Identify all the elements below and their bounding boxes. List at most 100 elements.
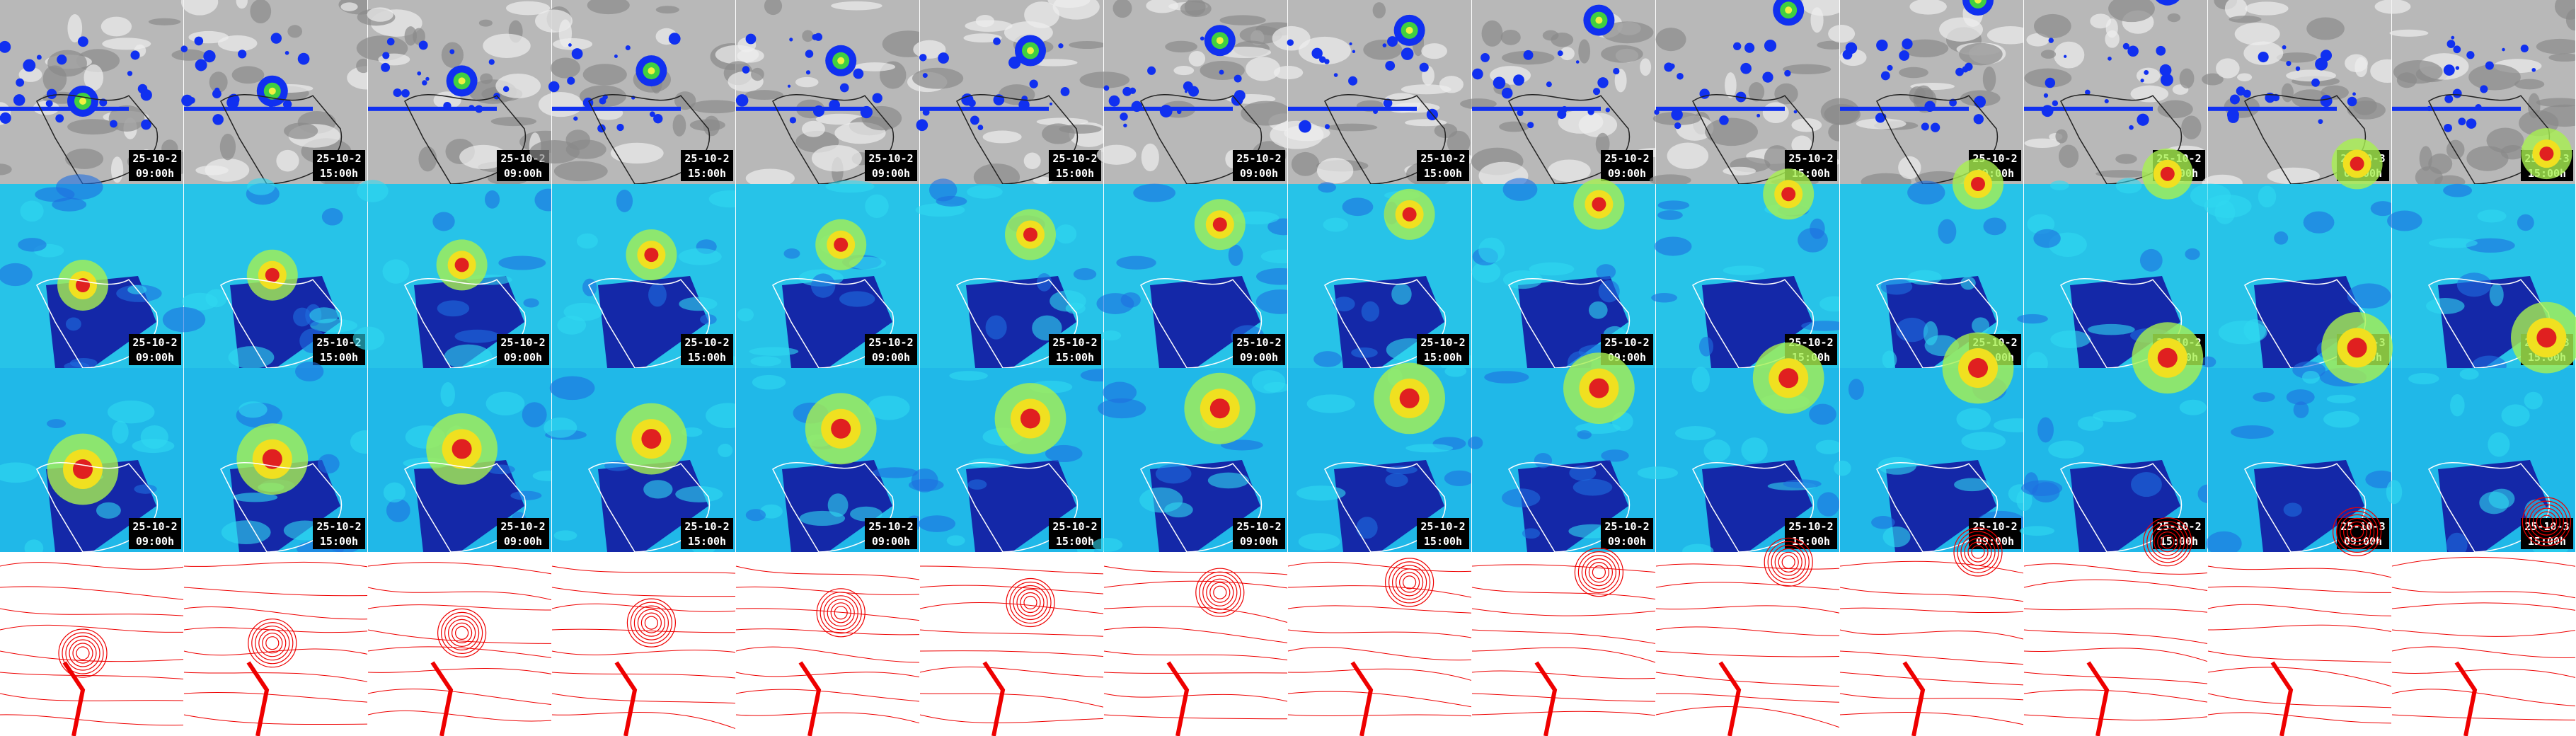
map-panel: 25-10-2 09:00h (1468, 352, 1656, 553)
panel-date: 25-10-2 (1052, 152, 1097, 165)
panel-time: 15:00h (2160, 535, 2198, 548)
panel-time: 15:00h (688, 167, 726, 180)
panel-date: 25-10-2 (868, 336, 913, 349)
panel-date: 25-10-2 (868, 152, 913, 165)
map-panel (367, 552, 553, 736)
map-panel: 25-10-215:00h (1270, 0, 1473, 188)
map-panel: 25-10-2 09:00h (736, 368, 923, 553)
map-panel (1471, 547, 1657, 736)
panel-date: 25-10-2 (1604, 520, 1649, 533)
map-panel: 25-10-2 09:00h (1079, 0, 1299, 185)
panel-time: 09:00h (136, 351, 174, 364)
panel-date: 25-10-2 (132, 336, 177, 349)
map-panel: 25-10-2 09:00h (0, 0, 195, 185)
panel-time: 09:00h (504, 167, 542, 180)
map-panel: 25-10-315:00h (2386, 301, 2576, 557)
map-panel: 25-10-2 15:00h (162, 178, 368, 369)
panel-time: 15:00h (1056, 351, 1094, 364)
map-panel (183, 552, 369, 736)
panel-time: 15:00h (1424, 351, 1462, 364)
map-panel: 25-10-2 15:00h (529, 0, 754, 185)
panel-date: 25-10-2 (684, 152, 729, 165)
map-panel: 25-10-2 15:00h (908, 368, 1119, 559)
map-panel: 25-10-209:00h (1096, 183, 1305, 369)
map-panel: 25-10-209:00h (1840, 159, 2024, 369)
panel-time: 15:00h (320, 351, 358, 364)
map-panel: 25-10-215:00h (1288, 182, 1480, 374)
panel-date: 25-10-2 (316, 152, 361, 165)
panel-time: 09:00h (872, 351, 910, 364)
panel-time: 15:00h (2528, 535, 2566, 548)
panel-date: 25-10-2 (2156, 520, 2201, 533)
panel-date: 25-10-2 (684, 336, 729, 349)
map-panel (0, 552, 185, 736)
map-panel (1103, 552, 1289, 736)
panel-time: 09:00h (136, 535, 174, 548)
panel-time: 09:00h (1240, 535, 1278, 548)
map-panel: 25-10-2 15:00h (915, 178, 1104, 369)
map-panel: 25-10-2 15:00h (544, 368, 750, 556)
map-panel: 25-10-2 15:00h (171, 0, 387, 191)
panel-time: 09:00h (872, 535, 910, 548)
panel-time: 09:00h (872, 167, 910, 180)
panel-time: 09:00h (504, 351, 542, 364)
map-panel: 25-10-2 09:00h (736, 180, 920, 369)
map-panel: 25-10-2 09:00h (0, 174, 184, 372)
map-panel (2391, 497, 2576, 736)
panel-time: 15:00h (1424, 535, 1462, 548)
panel-date: 25-10-2 (1604, 336, 1649, 349)
panel-time: 09:00h (1608, 167, 1646, 180)
map-panel: 25-10-309:00h (2206, 312, 2398, 556)
map-panel: 25-10-215:00h (1651, 168, 1849, 369)
panel-date: 25-10-2 (1604, 152, 1649, 165)
map-panel: 25-10-209:00h (1820, 0, 2035, 191)
panel-date: 25-10-2 (500, 520, 545, 533)
map-panel: 25-10-215:00h (2024, 0, 2208, 185)
panel-time: 15:00h (1056, 535, 1094, 548)
map-panel (2207, 507, 2393, 736)
panel-time: 09:00h (1608, 535, 1646, 548)
panel-time: 09:00h (504, 535, 542, 548)
panel-time: 15:00h (320, 535, 358, 548)
panel-date: 25-10-2 (868, 520, 913, 533)
map-panel (1287, 552, 1473, 736)
panel-time: 09:00h (136, 167, 174, 180)
map-panel: 25-10-2 09:00h (0, 368, 184, 558)
panel-time: 15:00h (688, 351, 726, 364)
map-panel (1655, 537, 1841, 736)
map-panel (551, 552, 737, 736)
map-panel (2023, 517, 2209, 736)
panel-date: 25-10-2 (1788, 152, 1833, 165)
map-panel: 25-10-215:00h (184, 361, 381, 558)
panel-time: 15:00h (1792, 535, 1830, 548)
panel-time: 09:00h (1240, 167, 1278, 180)
map-panel: 25-10-209:00h (356, 0, 572, 185)
panel-date: 25-10-2 (1788, 520, 1833, 533)
map-panel: 25-10-2 15:00h (1637, 342, 1842, 558)
map-panel: 25-10-2 09:00h (715, 0, 935, 188)
panel-date: 25-10-2 (132, 520, 177, 533)
panel-date: 25-10-2 (684, 520, 729, 533)
panel-date: 25-10-2 (1972, 520, 2017, 533)
panel-date: 25-10-2 (1236, 336, 1281, 349)
panel-date: 25-10-2 (1052, 520, 1097, 533)
map-panel: 25-10-209:00h (1092, 368, 1289, 553)
panel-time: 09:00h (1976, 535, 2014, 548)
panel-date: 25-10-2 (316, 336, 361, 349)
map-panel: 25-10-215:00h (1649, 0, 1851, 186)
panel-date: 25-10-2 (500, 336, 545, 349)
panel-date: 25-10-2 (1420, 520, 1465, 533)
panel-date: 25-10-2 (1420, 152, 1465, 165)
map-panel (919, 552, 1105, 736)
panel-time: 15:00h (688, 535, 726, 548)
panel-time: 15:00h (320, 167, 358, 180)
panel-date: 25-10-2 (1052, 336, 1097, 349)
map-panel: 25-10-2 15:00h (2016, 322, 2218, 553)
map-panel: 25-10-2 15:00h (1288, 362, 1475, 553)
map-panel: 25-10-215:00h (907, 0, 1110, 191)
panel-date: 25-10-2 (132, 152, 177, 165)
map-panel: 25-10-2 15:00h (552, 184, 751, 369)
panel-date: 25-10-2 (1236, 152, 1281, 165)
map-panel: 25-10-2 09:00h (1834, 332, 2042, 553)
